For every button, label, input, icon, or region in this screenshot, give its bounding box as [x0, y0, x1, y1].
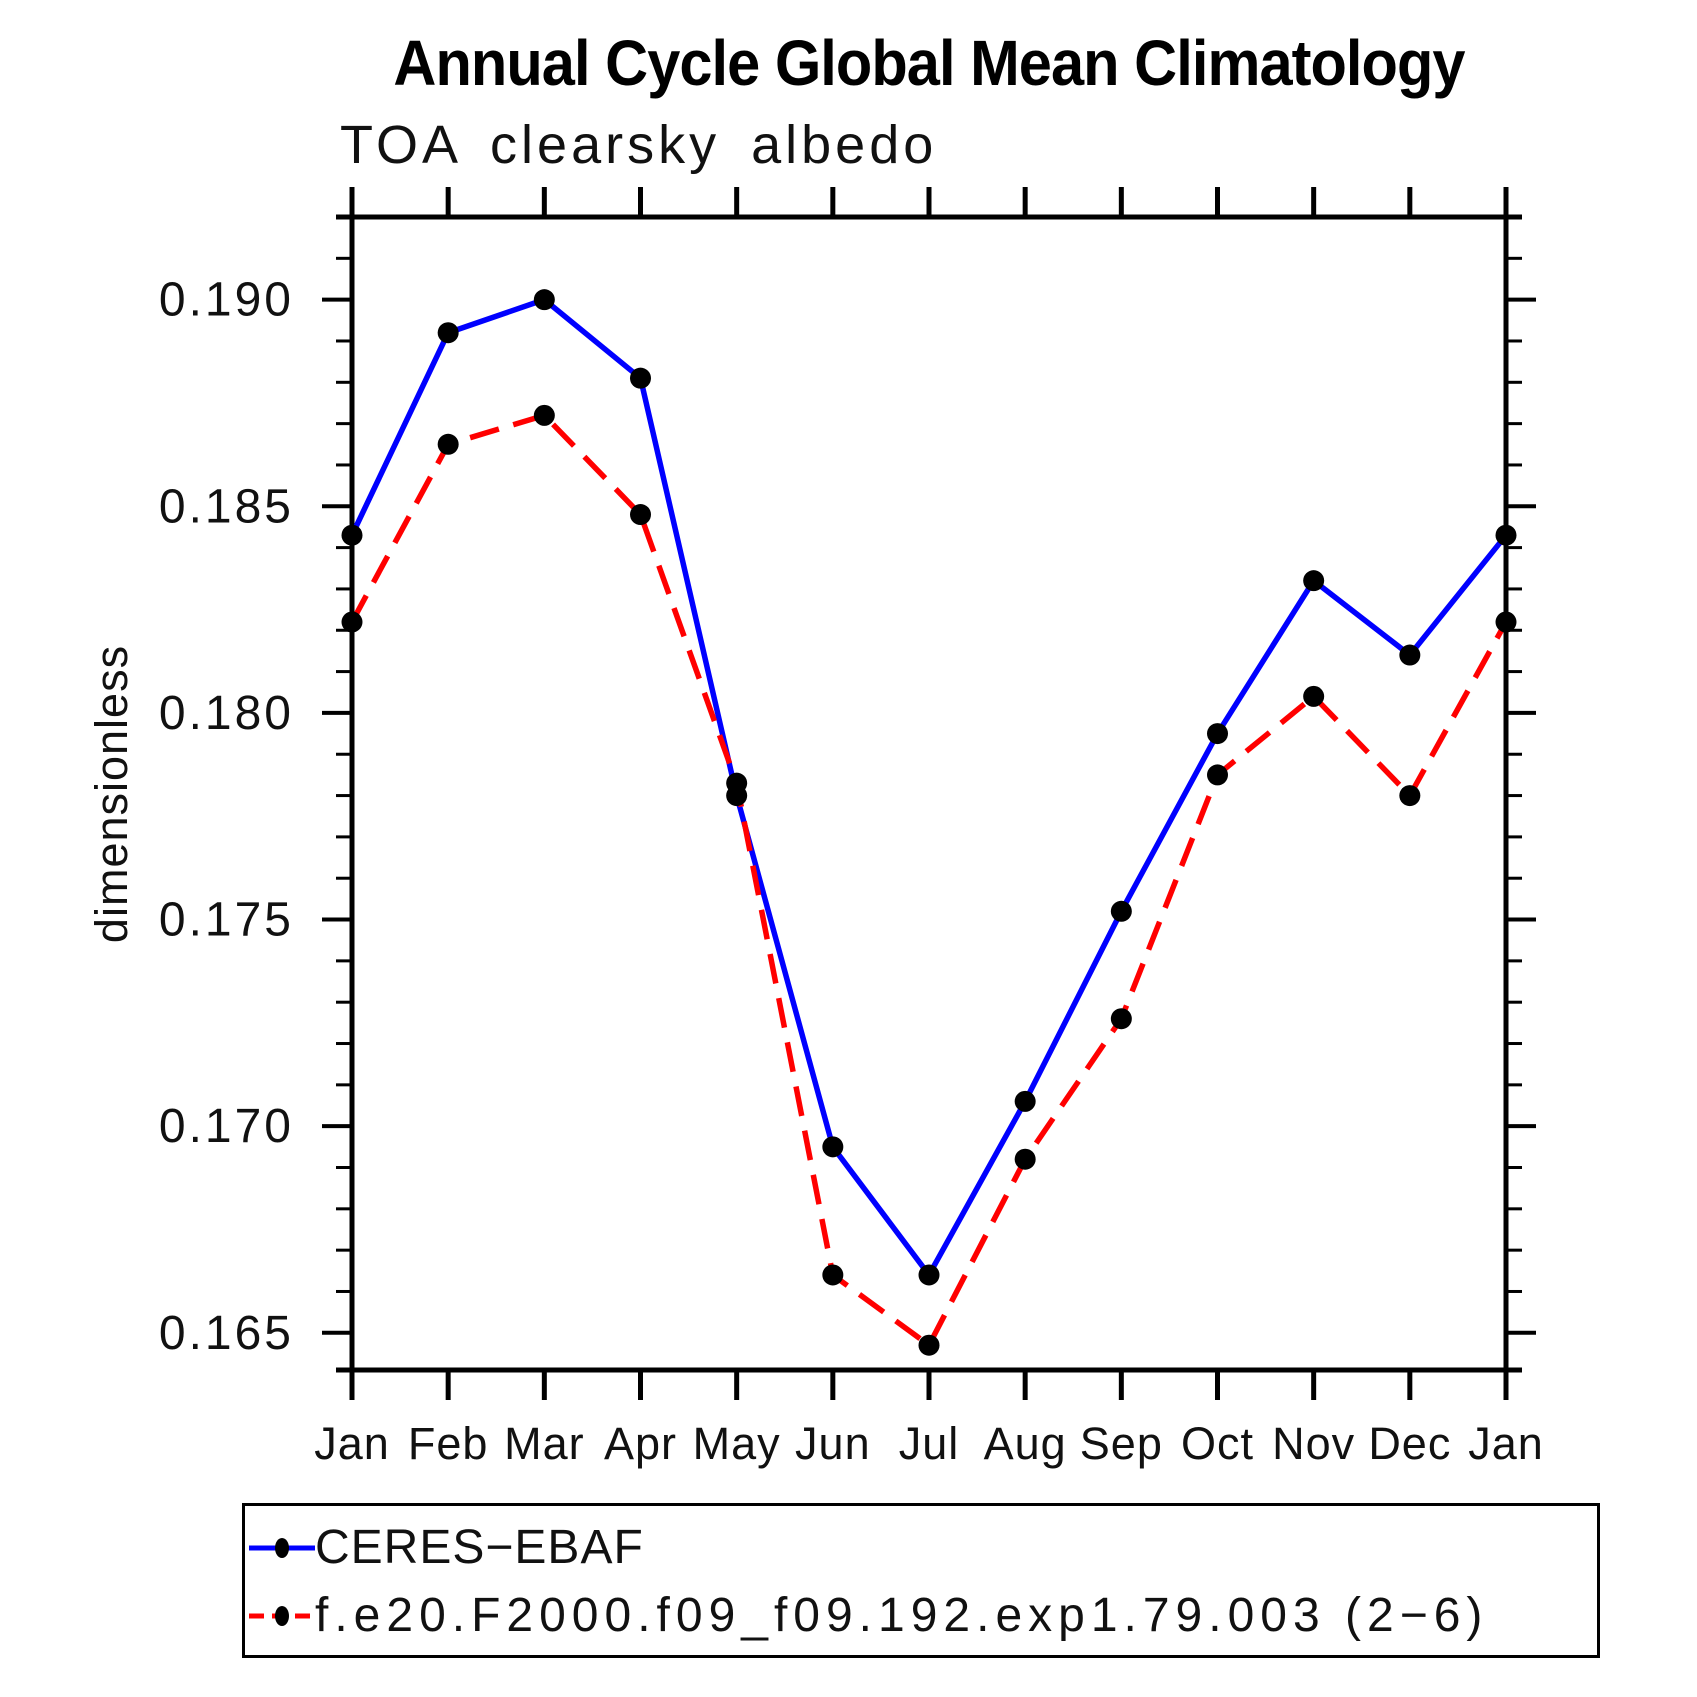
- x-tick-label: Nov: [1272, 1418, 1355, 1469]
- data-point-marker-s1-Jul: [918, 1334, 940, 1356]
- data-point-marker-s0-Jun: [822, 1136, 844, 1158]
- chart-subtitle: TOA clearsky albedo: [340, 115, 938, 175]
- plot-area: Jan Feb Mar Apr May Jun Jul Aug Sep Oct Nov Dec Jan 0…: [159, 187, 1544, 1469]
- data-point-marker-s1-Jan: [1495, 611, 1517, 633]
- data-point-marker-s0-Dec: [1399, 644, 1421, 666]
- chart-title: Annual Cycle Global Mean Climatology: [393, 27, 1465, 99]
- data-point-marker-s1-Sep: [1110, 1008, 1132, 1030]
- x-tick-label: May: [693, 1418, 781, 1469]
- x-tick-label: Feb: [408, 1418, 489, 1469]
- y-tick-label: 0.190: [159, 274, 294, 327]
- data-point-marker-s1-Jan: [341, 611, 363, 633]
- x-tick-label: Apr: [604, 1418, 677, 1469]
- y-tick-label: 0.180: [159, 687, 294, 740]
- y-tick-label: 0.175: [159, 894, 294, 947]
- x-tick-label: Jul: [899, 1418, 960, 1469]
- x-tick-label: Jan: [1468, 1418, 1544, 1469]
- data-point-marker-s0-Sep: [1110, 900, 1132, 922]
- data-point-marker-s0-Mar: [533, 289, 555, 311]
- data-point-marker-s0-Aug: [1014, 1090, 1036, 1112]
- x-tick-label: Sep: [1080, 1418, 1163, 1469]
- data-point-marker-s0-Oct: [1207, 723, 1228, 745]
- x-tick-label: Oct: [1181, 1418, 1254, 1469]
- y-tick-label: 0.185: [159, 480, 294, 533]
- data-point-marker-s1-Nov: [1303, 685, 1325, 707]
- data-point-marker-s1-Oct: [1207, 764, 1228, 786]
- legend-marker-dot: [275, 1538, 289, 1558]
- legend-line-sample-model: [249, 1606, 315, 1626]
- data-point-marker-s1-Mar: [533, 404, 555, 426]
- legend-label-model: f.e20.F2000.f09_f09.192.exp1.79.003 (2−6…: [315, 1589, 1489, 1642]
- legend-label-ceres: CERES−EBAF: [315, 1521, 644, 1574]
- x-tick-label: Jun: [795, 1418, 871, 1469]
- data-point-marker-s0-Apr: [630, 367, 651, 389]
- data-point-marker-s0-Jan: [1495, 524, 1517, 546]
- data-point-marker-s1-May: [726, 772, 748, 794]
- series-line-1: [349, 412, 1509, 1350]
- data-point-marker-s0-Jan: [341, 524, 363, 546]
- data-point-marker-s0-Nov: [1303, 570, 1325, 592]
- data-point-marker-s1-Apr: [630, 504, 651, 526]
- x-tick-label: Aug: [984, 1418, 1067, 1469]
- y-tick-label: 0.170: [159, 1100, 294, 1153]
- data-point-marker-s1-Aug: [1014, 1148, 1036, 1170]
- x-tick-label: Dec: [1368, 1418, 1451, 1469]
- data-point-marker-s1-Dec: [1399, 785, 1421, 807]
- y-tick-label: 0.165: [159, 1307, 294, 1360]
- data-point-marker-s1-Jun: [822, 1264, 844, 1286]
- legend-line-sample-ceres: [249, 1538, 315, 1558]
- legend-box: CERES−EBAF f.e20.F2000.f09_f09.192.exp1.…: [242, 1503, 1600, 1658]
- x-tick-label: Mar: [504, 1418, 585, 1469]
- x-tick-label: Jan: [314, 1418, 390, 1469]
- data-point-marker-s1-Feb: [437, 433, 459, 455]
- data-point-marker-s0-Feb: [437, 322, 459, 344]
- legend-marker-dot: [275, 1606, 289, 1626]
- data-point-marker-s0-Jul: [918, 1264, 940, 1286]
- series-line-0: [349, 296, 1509, 1280]
